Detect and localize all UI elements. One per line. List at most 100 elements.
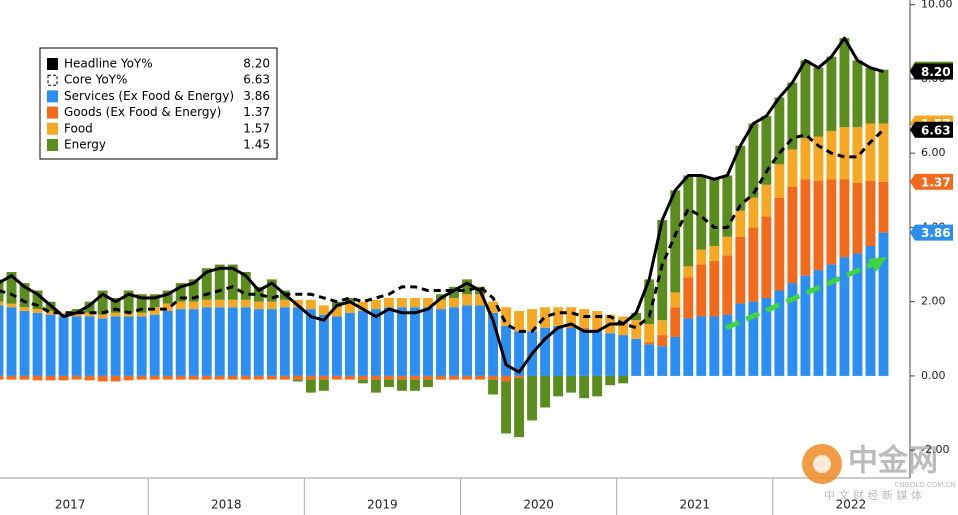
trend-arrow-head	[868, 257, 887, 272]
bar	[383, 307, 394, 376]
bar	[123, 312, 134, 317]
bar	[462, 279, 472, 295]
value-badge	[915, 224, 953, 241]
bar	[84, 375, 95, 381]
bar	[188, 279, 199, 302]
bar	[71, 309, 82, 313]
bar	[397, 307, 407, 376]
bar	[709, 260, 720, 317]
bar	[540, 327, 551, 376]
bar	[644, 342, 655, 345]
bar	[84, 316, 95, 376]
legend-label: Headline YoY%	[64, 57, 153, 71]
bar	[787, 283, 798, 376]
bar	[58, 316, 69, 376]
bar	[136, 316, 147, 376]
bar	[787, 149, 798, 187]
bar	[188, 375, 199, 380]
legend-swatch	[47, 139, 58, 151]
bar	[436, 375, 446, 380]
bar	[787, 186, 798, 284]
bar	[566, 375, 577, 393]
bar	[748, 123, 759, 198]
bar	[370, 299, 381, 310]
value-badge-label: 3.86	[921, 226, 951, 240]
bar	[240, 375, 251, 380]
bar	[865, 123, 876, 182]
bar	[501, 381, 512, 434]
bar	[292, 307, 303, 376]
bar	[696, 316, 707, 376]
value-badge-label: 8.20	[921, 65, 951, 79]
bar	[878, 123, 889, 182]
bar	[709, 179, 720, 246]
legend-swatch	[47, 74, 58, 86]
bar	[865, 67, 876, 124]
legend-label: Services (Ex Food & Energy)	[64, 89, 234, 103]
bar	[149, 375, 160, 380]
bar	[592, 331, 603, 376]
bar	[253, 286, 264, 302]
bar	[318, 379, 329, 391]
bar	[683, 318, 694, 376]
bar	[683, 175, 694, 267]
bar	[97, 290, 108, 315]
bar	[253, 301, 264, 310]
legend: Headline YoY% 8.20 Core YoY% 6.63 Services (…	[39, 47, 278, 160]
bar	[331, 375, 342, 380]
bar	[266, 301, 277, 310]
bar	[357, 375, 368, 380]
bar	[566, 325, 577, 328]
bar	[214, 299, 225, 308]
bar	[553, 375, 564, 397]
bar	[761, 216, 772, 298]
bar	[488, 375, 499, 380]
badge-pointer	[910, 63, 915, 80]
bar	[201, 307, 212, 376]
bar	[45, 375, 56, 381]
bar	[344, 312, 355, 376]
bar	[292, 379, 303, 382]
bar	[6, 375, 17, 380]
bar	[631, 338, 642, 376]
bar	[722, 314, 733, 376]
bar	[370, 379, 381, 393]
bar	[514, 375, 525, 378]
bar	[201, 299, 212, 308]
watermark-url: CNGOLD.COM.CN	[894, 481, 955, 489]
bar	[475, 375, 485, 380]
bar	[683, 277, 694, 319]
bar	[852, 182, 863, 254]
bar	[722, 175, 733, 237]
bar	[110, 375, 121, 382]
bar	[774, 97, 785, 165]
bar	[657, 346, 668, 376]
bar	[852, 127, 863, 183]
bar	[383, 375, 394, 380]
bar	[71, 375, 82, 380]
bar	[774, 290, 785, 376]
bar	[748, 301, 759, 376]
bar	[318, 375, 329, 380]
bar	[813, 181, 824, 271]
bar	[32, 312, 43, 376]
bar	[227, 375, 238, 380]
bar	[318, 314, 329, 376]
y-tick-label: 10.00	[921, 0, 953, 11]
bar	[397, 297, 407, 308]
bar	[162, 303, 173, 311]
bar	[188, 301, 199, 310]
bar	[579, 309, 590, 328]
bar	[800, 179, 811, 276]
bar	[449, 286, 459, 298]
bar	[540, 307, 551, 328]
bar	[123, 316, 134, 376]
bar	[761, 116, 772, 185]
bar	[436, 309, 446, 376]
bar	[800, 138, 811, 180]
bar	[397, 379, 407, 391]
bar	[514, 331, 525, 376]
bar	[709, 316, 720, 376]
bar	[279, 375, 290, 380]
bar	[826, 264, 837, 376]
